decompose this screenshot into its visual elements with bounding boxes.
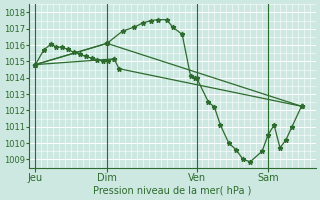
X-axis label: Pression niveau de la mer( hPa ): Pression niveau de la mer( hPa ) [93,186,252,196]
